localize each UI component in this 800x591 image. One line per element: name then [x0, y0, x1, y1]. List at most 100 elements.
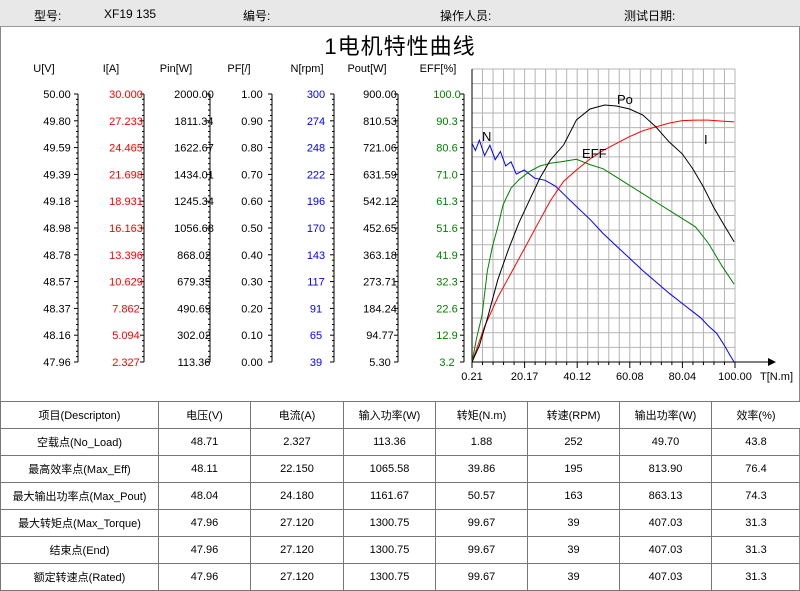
table-header-row: 项目(Descripton) 电压(V) 电流(A) 输入功率(W) 转矩(N.… [0, 401, 800, 429]
axis-tick-label: 0.20 [241, 303, 262, 315]
axis-tick-label: 49.80 [43, 116, 71, 128]
table-cell: 22.150 [250, 455, 344, 483]
axis-tick-label: 30.000 [109, 89, 143, 101]
axis-tick-label: 0.30 [241, 277, 262, 289]
axis-tick-label: 868.02 [177, 250, 211, 262]
col-header-efficiency: 效率(%) [711, 401, 800, 429]
axis-tick-label: 1056.68 [174, 223, 214, 235]
x-tick-label: 40.12 [563, 371, 591, 383]
table-cell: 空载点(No_Load) [0, 428, 159, 456]
axis-label: I[A] [103, 63, 120, 75]
axis-tick-label: 41.9 [436, 250, 457, 262]
table-cell: 48.11 [158, 455, 251, 483]
table-cell: 最大输出功率点(Max_Pout) [0, 482, 159, 510]
test-date-label: 测试日期: [624, 9, 676, 23]
table-row: 最大输出功率点(Max_Pout) 48.04 24.180 1161.67 50.57… [0, 482, 800, 510]
table-cell: 813.90 [619, 455, 712, 483]
axis-tick-label: 22.6 [436, 303, 457, 315]
table-cell: 43.8 [711, 428, 800, 456]
table-row: 最高效率点(Max_Eff) 48.11 22.150 1065.58 39.86 195… [0, 455, 800, 483]
table-cell: 407.03 [619, 536, 712, 564]
series-line [471, 119, 735, 363]
axis-tick-label: 222 [307, 169, 325, 181]
axis-tick-label: 65 [310, 330, 322, 342]
results-table: 项目(Descripton) 电压(V) 电流(A) 输入功率(W) 转矩(N.… [0, 401, 800, 591]
table-cell: 99.67 [435, 563, 528, 591]
axis-tick-label: 363.18 [363, 250, 397, 262]
col-header-input-power: 输入功率(W) [343, 401, 436, 429]
table-cell: 1065.58 [343, 455, 436, 483]
table-row: 结束点(End) 47.96 27.120 1300.75 99.67 39 407.03 3… [0, 536, 800, 564]
axis-tick-label: 39 [310, 357, 322, 369]
axis-tick-label: 113.36 [178, 357, 211, 369]
axis-label: PF[/] [227, 63, 250, 75]
axis-tick-label: 48.78 [43, 250, 71, 262]
axis-tick-label: 1622.67 [174, 143, 214, 155]
axis-tick-label: 0.50 [241, 223, 262, 235]
series-line [471, 158, 735, 363]
axis-tick-label: 80.6 [436, 143, 457, 155]
axis-tick-label: 48.98 [43, 223, 71, 235]
axis-tick-label: 0.80 [241, 143, 262, 155]
table-cell: 27.120 [250, 536, 344, 564]
x-axis-arrow [768, 358, 776, 366]
axis-tick-label: 542.12 [363, 196, 397, 208]
x-axis-label: T[N.m] [760, 371, 793, 383]
table-cell: 24.180 [250, 482, 344, 510]
report-header: 型号: XF19 135 编号: 操作人员: 测试日期: [0, 0, 800, 27]
table-cell: 39 [527, 563, 620, 591]
series-label: N [482, 129, 491, 144]
axis-tick-label: 0.60 [241, 196, 262, 208]
table-cell: 1161.67 [343, 482, 436, 510]
col-header-current: 电流(A) [250, 401, 344, 429]
table-cell: 48.04 [158, 482, 251, 510]
table-cell: 最大转矩点(Max_Torque) [0, 509, 159, 537]
axis-tick-label: 631.59 [363, 169, 397, 181]
table-cell: 39 [527, 509, 620, 537]
axis-tick-label: 117 [307, 277, 325, 289]
axis-tick-label: 49.39 [43, 169, 71, 181]
axis-tick-label: 0.00 [241, 357, 262, 369]
axis-tick-label: 71.0 [436, 169, 457, 181]
axis-tick-label: 1.00 [241, 89, 262, 101]
axis-tick-label: 13.396 [109, 250, 143, 262]
axis-tick-label: 300 [307, 89, 325, 101]
axis-tick-label: 24.465 [109, 143, 143, 155]
axis-tick-label: 94.77 [366, 330, 394, 342]
table-row: 额定转速点(Rated) 47.96 27.120 1300.75 99.67 39 407… [0, 563, 800, 591]
axis-tick-label: 196 [307, 196, 325, 208]
axis-label: Pin[W] [160, 63, 192, 75]
table-cell: 252 [527, 428, 620, 456]
axis-tick-label: 5.094 [112, 330, 140, 342]
model-label: 型号: [34, 9, 62, 23]
axis-tick-label: 0.40 [241, 250, 262, 262]
table-cell: 99.67 [435, 509, 528, 537]
x-tick-label: 100.00 [718, 371, 752, 383]
table-cell: 1300.75 [343, 536, 436, 564]
axis-tick-label: 49.18 [43, 196, 71, 208]
col-header-speed: 转速(RPM) [527, 401, 620, 429]
axis-tick-label: 0.90 [241, 116, 262, 128]
axis-tick-label: 48.37 [43, 303, 71, 315]
axis-tick-label: 679.35 [177, 277, 211, 289]
axis-tick-label: 184.24 [363, 303, 397, 315]
axis-tick-label: 0.10 [241, 330, 262, 342]
table-cell: 31.3 [711, 509, 800, 537]
axis-tick-label: 50.00 [43, 89, 71, 101]
table-cell: 407.03 [619, 563, 712, 591]
series-line [471, 138, 735, 363]
axis-tick-label: 10.629 [109, 277, 143, 289]
axis-tick-label: 143 [307, 250, 325, 262]
axis-tick-label: 274 [307, 116, 325, 128]
number-label: 编号: [243, 9, 271, 23]
axis-tick-label: 12.9 [436, 330, 457, 342]
axis-tick-label: 721.06 [363, 143, 397, 155]
col-header-output-power: 输出功率(W) [619, 401, 712, 429]
axis-label: U[V] [33, 63, 54, 75]
axis-tick-label: 273.71 [363, 277, 397, 289]
col-header-torque: 转矩(N.m) [435, 401, 528, 429]
table-cell: 47.96 [158, 509, 251, 537]
table-cell: 1.88 [435, 428, 528, 456]
axis-tick-label: 48.16 [43, 330, 71, 342]
axis-tick-label: 0.70 [241, 169, 262, 181]
